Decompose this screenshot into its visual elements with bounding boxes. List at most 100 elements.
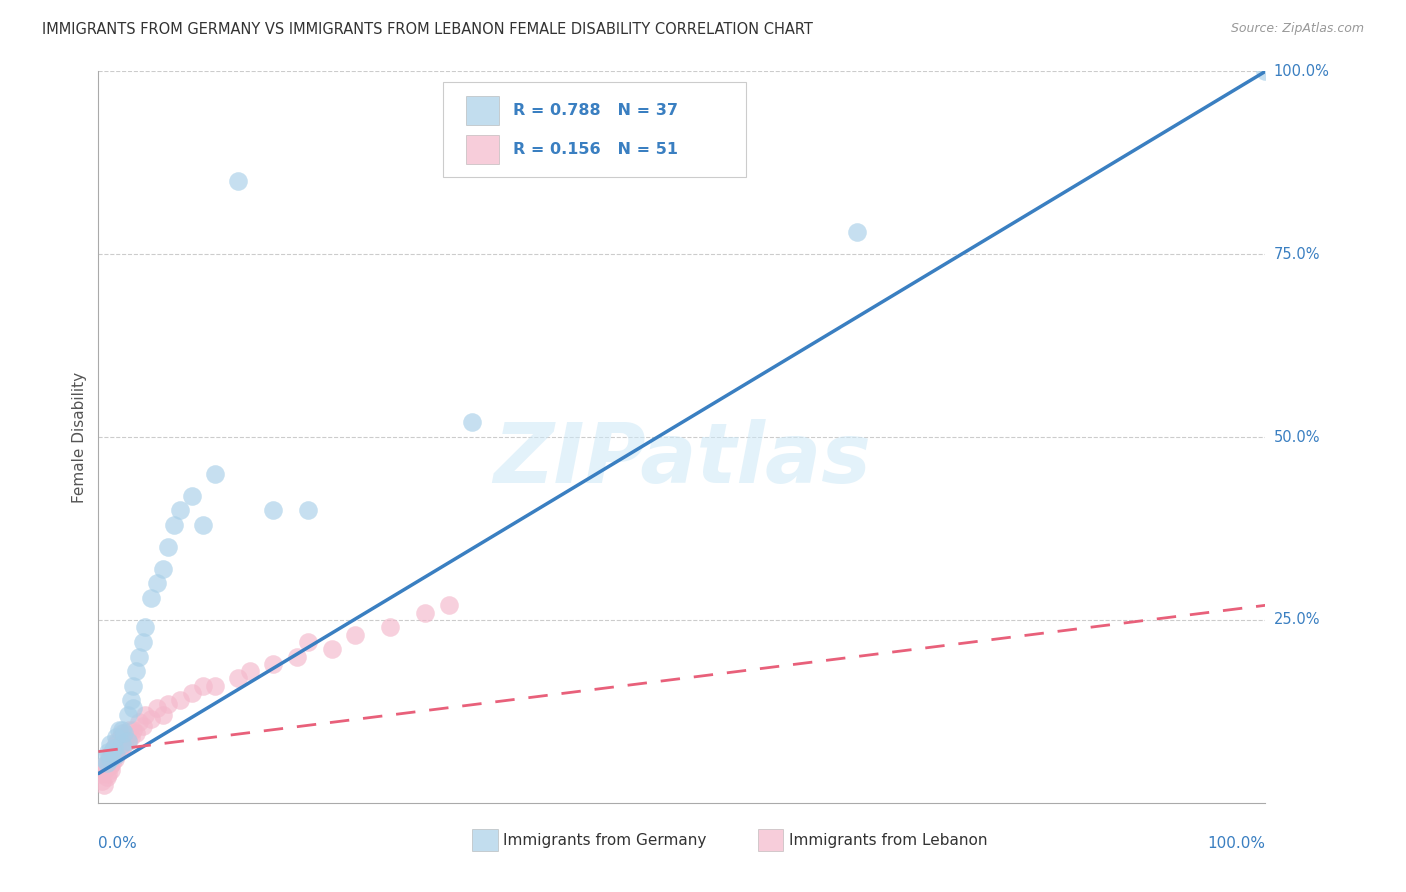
Point [228,672,250,686]
Text: 75.0%: 75.0% [1274,247,1320,261]
Point [180,686,202,700]
Point [97,752,120,766]
Text: 50.0%: 50.0% [1274,430,1320,444]
Point [262,657,284,671]
Text: Source: ZipAtlas.com: Source: ZipAtlas.com [1230,22,1364,36]
Point [98,737,121,751]
Point [108,723,131,737]
Point [94,763,117,777]
Point [134,708,156,723]
Point [122,679,145,693]
Point [204,679,226,693]
Point [157,540,180,554]
Point [117,733,139,747]
Text: 100.0%: 100.0% [1208,836,1265,851]
Point [437,599,460,613]
Point [96,770,118,784]
Point [90,766,112,780]
Point [139,591,162,605]
Point [846,225,869,239]
Point [111,723,134,737]
Point [134,620,156,634]
Point [111,737,134,751]
Bar [472,830,498,851]
Point [101,745,124,759]
Point [101,756,124,770]
Point [91,759,114,773]
Point [104,730,127,744]
Bar [758,830,783,851]
Bar [465,135,499,164]
Y-axis label: Female Disability: Female Disability [72,371,87,503]
Point [112,726,135,740]
Point [380,620,402,634]
Point [180,489,202,503]
Text: 100.0%: 100.0% [1274,64,1330,78]
Point [122,723,145,737]
Point [152,708,174,723]
Bar [465,96,499,125]
Point [97,745,120,759]
Point [90,773,112,788]
Point [125,726,148,740]
Point [100,763,122,777]
Point [118,723,141,737]
Point [98,759,121,773]
Text: 0.0%: 0.0% [98,836,138,851]
Point [169,693,191,707]
Point [120,693,142,707]
Point [117,708,139,723]
Point [344,627,367,641]
Text: IMMIGRANTS FROM GERMANY VS IMMIGRANTS FROM LEBANON FEMALE DISABILITY CORRELATION: IMMIGRANTS FROM GERMANY VS IMMIGRANTS FR… [42,22,813,37]
Point [93,778,115,792]
Point [132,635,155,649]
Point [125,664,148,678]
Text: 25.0%: 25.0% [1274,613,1320,627]
Point [97,766,120,780]
Point [112,737,135,751]
Point [115,730,138,744]
Point [108,745,131,759]
Point [110,730,132,744]
Text: R = 0.788   N = 37: R = 0.788 N = 37 [513,103,678,118]
Point [297,503,319,517]
Text: Immigrants from Lebanon: Immigrants from Lebanon [789,832,988,847]
Point [297,635,319,649]
Point [103,740,125,755]
Point [169,503,191,517]
Point [128,715,150,730]
Point [132,719,155,733]
Text: ZIPatlas: ZIPatlas [494,418,870,500]
Point [111,726,134,740]
Point [117,733,139,747]
FancyBboxPatch shape [443,82,747,178]
Point [285,649,308,664]
Point [193,517,215,532]
Point [193,679,215,693]
Point [262,503,284,517]
Point [239,664,262,678]
Point [128,649,150,664]
Point [1254,64,1277,78]
Point [96,756,118,770]
Point [97,756,120,770]
Point [204,467,226,481]
Point [104,737,127,751]
Text: Immigrants from Germany: Immigrants from Germany [503,832,707,847]
Point [152,562,174,576]
Point [98,748,121,763]
Point [321,642,343,657]
Point [101,745,124,759]
Point [122,700,145,714]
Point [93,752,115,766]
Point [157,697,180,711]
Point [104,748,127,763]
Point [104,748,127,763]
Point [146,700,169,714]
Point [146,576,169,591]
Point [139,712,162,726]
Point [163,517,186,532]
Point [120,730,142,744]
Point [413,606,436,620]
Point [105,733,128,747]
